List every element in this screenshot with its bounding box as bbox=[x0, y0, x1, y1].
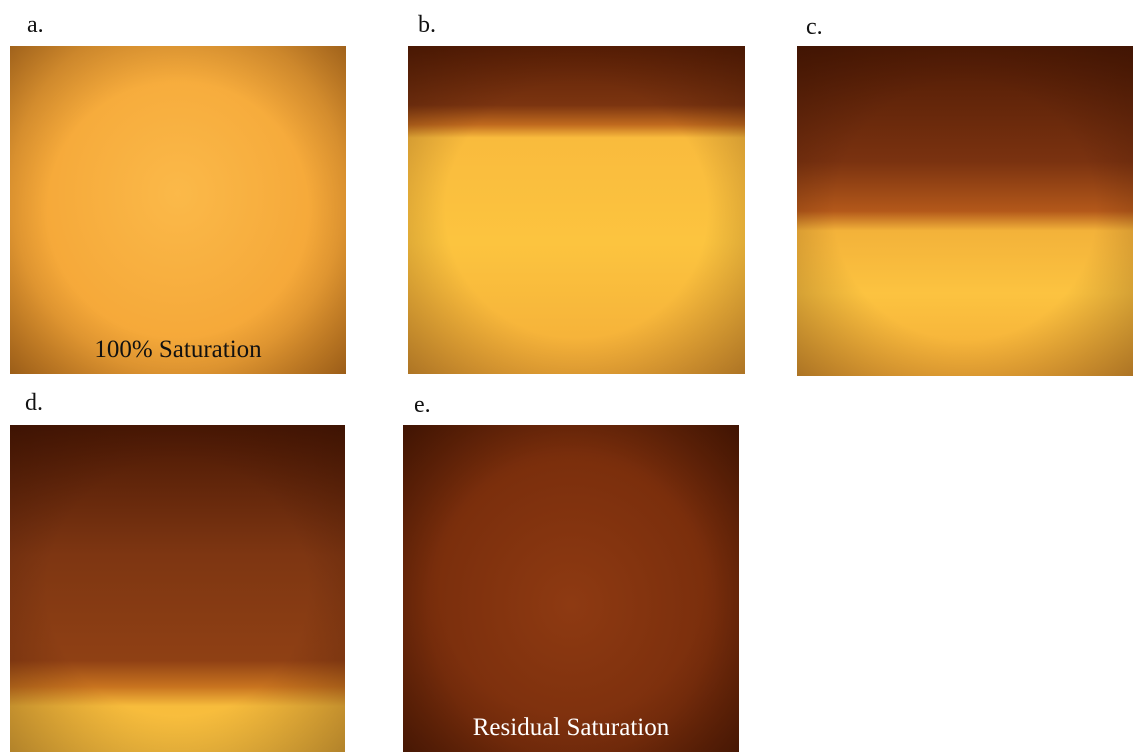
panel-label: a. bbox=[27, 12, 44, 39]
panel-label: b. bbox=[418, 12, 436, 39]
panel-label: c. bbox=[806, 14, 823, 41]
figure: a. 100% Saturation b. c. d. e. Residual … bbox=[0, 0, 1133, 752]
panel-label: e. bbox=[414, 392, 431, 419]
photo-panel bbox=[797, 46, 1133, 376]
panel-caption: Residual Saturation bbox=[403, 714, 739, 742]
photo-panel bbox=[408, 46, 745, 374]
panel-label: d. bbox=[25, 390, 43, 417]
photo-panel: Residual Saturation bbox=[403, 425, 739, 752]
photo-panel bbox=[10, 425, 345, 752]
panel-caption: 100% Saturation bbox=[10, 336, 346, 364]
photo-panel: 100% Saturation bbox=[10, 46, 346, 374]
